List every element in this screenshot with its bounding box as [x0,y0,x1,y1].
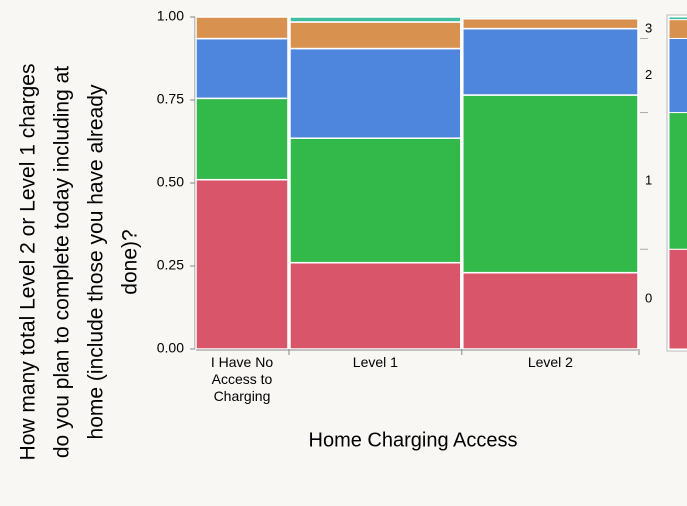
y-axis-title-line: How many total Level 2 or Level 1 charge… [17,64,40,461]
y-tick-label: 0.75 [157,91,184,107]
mosaic-cell [195,97,289,181]
x-tick-label: Level 2 [527,354,573,370]
margin-cell [668,19,687,39]
mosaic-cell [462,27,639,96]
y-axis-title-line: home (include those you have already [85,84,108,439]
x-tick-label-box: I Have No Access to Charging [210,354,274,404]
mosaic-cell [462,271,639,350]
y-tick-label: 1.00 [157,8,184,24]
x-tick-label-box: Level 2 [527,354,573,370]
level-label: 2 [645,67,652,82]
y-tick-label: 0.00 [157,340,184,356]
mosaic-cell [289,47,462,139]
mosaic-cell [195,37,289,100]
mosaic-cell [462,17,639,30]
margin-cell [668,112,687,250]
mosaic-cell [289,16,462,23]
margin-cell [668,248,687,350]
mosaic-cell [289,261,462,350]
x-axis-title: Home Charging Access [309,429,518,451]
y-axis-title-line: do you plan to complete today including … [51,66,74,458]
level-label: 1 [645,172,652,187]
x-tick-label: Level 1 [352,354,398,370]
y-axis-title: How many total Level 2 or Level 1 charge… [17,64,142,461]
mosaic-cell [462,16,639,20]
level-label: 0 [645,291,652,306]
x-tick-label-box: Level 1 [352,354,398,370]
mosaic-cell [195,178,289,350]
mosaic-cell [289,21,462,50]
y-tick-label: 0.50 [157,174,184,190]
mosaic-cell [462,94,639,274]
margin-cell [668,16,687,21]
level-label: 3 [645,20,652,35]
mosaic-cell [195,16,289,40]
x-tick-label: I Have No Access to Charging [210,354,274,404]
y-tick-label: 0.25 [157,257,184,273]
mosaic-cell [289,137,462,264]
y-axis-title-line: done)? [119,229,142,294]
margin-cell [668,37,687,114]
